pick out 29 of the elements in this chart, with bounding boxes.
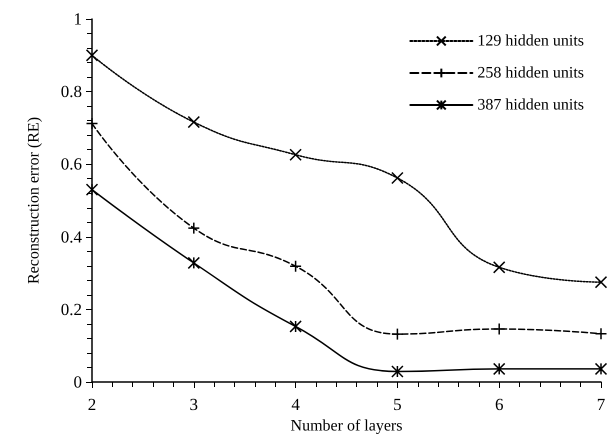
point — [86, 49, 98, 62]
point — [391, 172, 404, 184]
y-tick-label: 0.8 — [60, 82, 82, 102]
legend-label: 129 hidden units — [477, 32, 584, 50]
x-tick-label: 4 — [291, 395, 300, 414]
point — [86, 183, 98, 196]
point — [391, 365, 404, 378]
point — [492, 362, 506, 376]
x-tick-label: 6 — [494, 395, 504, 414]
y-tick-label: 0.2 — [60, 300, 82, 319]
legend-label: 258 hidden units — [477, 64, 584, 82]
x-tick-label: 2 — [88, 395, 96, 414]
point — [289, 148, 302, 162]
point — [594, 276, 608, 288]
legend-label: 387 hidden units — [477, 96, 584, 114]
y-tick-label: 0 — [74, 372, 82, 392]
x-tick-label: 7 — [596, 395, 606, 414]
y-axis-title: Reconstruction error (RE) — [26, 116, 42, 284]
point — [188, 116, 200, 128]
point — [289, 320, 302, 333]
y-tick-label: 1 — [74, 10, 82, 28]
point — [594, 362, 608, 376]
y-tick-label: 0.4 — [60, 227, 82, 246]
x-tick-label: 3 — [190, 395, 198, 414]
x-axis-title: Number of layers — [290, 417, 402, 434]
x-tick-label: 5 — [393, 395, 402, 414]
point — [492, 261, 506, 274]
point — [188, 256, 200, 270]
y-tick-label: 0.6 — [60, 154, 82, 174]
